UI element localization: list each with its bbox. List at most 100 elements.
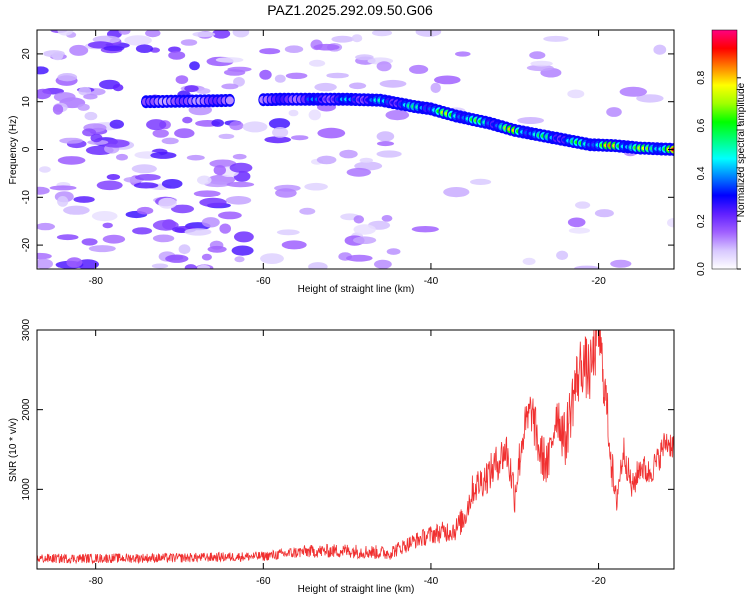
heatmap-noise-blob (88, 245, 116, 253)
heatmap-noise-blob (326, 72, 349, 79)
heatmap-noise-blob (135, 44, 154, 53)
heatmap-noise-blob (218, 211, 242, 220)
heatmap-noise-blob (151, 263, 169, 269)
heatmap-noise-blob (152, 234, 175, 243)
heatmap-noise-blob (276, 229, 300, 236)
snr-panel: -80 -60 -40 -20 1000 2000 3000 Height of stra… (8, 318, 675, 595)
colorbar-tick-label: 0.4 (696, 166, 707, 180)
heatmap-noise-blob (232, 153, 247, 160)
heatmap-noise-blob (304, 182, 328, 191)
heatmap-noise-blob (259, 69, 272, 80)
colorbar-gradient (711, 29, 738, 270)
x-tick-label: -80 (88, 576, 103, 587)
heatmap-noise-blob (91, 211, 118, 222)
heatmap-noise-blob (526, 64, 554, 72)
heatmap-noise-blob (43, 50, 65, 58)
heatmap-noise-blob (102, 234, 126, 244)
snr-frame (36, 329, 675, 570)
heatmap-noise-blob (567, 217, 586, 228)
heatmap-noise-blob (199, 197, 227, 207)
y-tick-label: 20 (21, 48, 32, 60)
heatmap-noise-blob (133, 182, 159, 189)
heatmap-noise-blob (308, 262, 328, 269)
heatmap-noise-blob (165, 254, 189, 263)
heatmap-noise-blob (184, 85, 199, 93)
heatmap-noise-blob (37, 88, 52, 100)
heatmap-noise-blob (192, 31, 216, 38)
y-tick-label: -20 (21, 237, 32, 252)
heatmap-noise-blob (218, 133, 235, 139)
heatmap-noise-blob (82, 128, 97, 137)
spectrogram-y-ticks: -20 -10 0 10 20 (21, 48, 674, 252)
heatmap-noise-blob (371, 30, 393, 37)
heatmap-noise-blob (386, 248, 401, 255)
heatmap-noise-blob (313, 43, 340, 51)
heatmap-noise-blob (288, 109, 299, 117)
heatmap-noise-blob (52, 104, 64, 115)
heatmap-noise-blob (353, 236, 377, 244)
x-tick-label: -80 (88, 276, 103, 287)
heatmap-noise-blob (57, 156, 86, 165)
colorbar-label: Normalized spectral amplitude (736, 82, 747, 217)
heatmap-noise-blob (229, 121, 244, 131)
heatmap-noise-blob (131, 164, 157, 174)
heatmap-noise-blob (299, 207, 316, 215)
heatmap-noise-blob (233, 77, 245, 87)
y-tick-label: 10 (21, 96, 32, 108)
heatmap-noise-blob (575, 201, 591, 209)
heatmap-noise-blob (150, 151, 177, 159)
heatmap-noise-blob (213, 165, 226, 176)
colorbar-tick-label: 0.8 (696, 70, 707, 84)
x-tick-label: -20 (591, 576, 606, 587)
y-tick-label: -10 (21, 190, 32, 205)
spectrogram-x-ticks: -80 -60 -40 -20 (88, 30, 606, 287)
heatmap-noise-blob (215, 57, 244, 63)
heatmap-noise-blob (49, 185, 77, 191)
y-tick-label: 1000 (21, 478, 32, 501)
heatmap-noise-blob (59, 137, 83, 144)
y-tick-label: 2000 (21, 398, 32, 421)
snr-x-label: Height of straight line (km) (298, 584, 415, 595)
heatmap-noise-blob (53, 92, 76, 102)
heatmap-noise-blob (274, 74, 286, 83)
spectrogram-x-label: Height of straight line (km) (298, 284, 415, 295)
heatmap-noise-blob (37, 222, 55, 231)
x-tick-label: -40 (424, 576, 439, 587)
heatmap-noise-blob (112, 84, 124, 92)
heatmap-noise-blob (37, 186, 50, 195)
heatmap-noise-blob (37, 258, 53, 269)
heatmap-noise-blob (102, 139, 130, 148)
heatmap-noise-blob (317, 127, 346, 139)
heatmap-noise-blob (212, 30, 231, 39)
heatmap-noise-blob (171, 204, 194, 214)
heatmap-noise-blob (221, 83, 239, 90)
heatmap-noise-blob (168, 51, 186, 60)
heatmap-noise-blob (568, 227, 591, 234)
heatmap-noise-blob (204, 181, 231, 188)
heatmap-noise-blob (606, 107, 622, 117)
heatmap-noise-blob (409, 64, 429, 74)
spectrogram-y-label: Frequency (Hz) (8, 116, 19, 185)
heatmap-noise-blob (158, 197, 177, 209)
colorbar-tick-label: 0.2 (696, 214, 707, 228)
heatmap-noise-blob (234, 256, 245, 263)
heatmap-noise-blob (231, 245, 254, 256)
heatmap-noise-blob (161, 137, 179, 145)
x-tick-label: -20 (591, 276, 606, 287)
colorbar-tick-label: 0.0 (696, 262, 707, 276)
heatmap-noise-blob (229, 162, 253, 173)
heatmap-noise-blob (136, 206, 154, 215)
y-tick-label: 3000 (21, 318, 32, 341)
heatmap-noise-blob (346, 254, 373, 262)
heatmap-noise-blob (102, 222, 113, 229)
heatmap-noise-blob (636, 94, 664, 103)
heatmap-noise-blob (81, 238, 98, 246)
x-tick-label: -40 (424, 276, 439, 287)
heatmap-noise-blob (260, 253, 284, 264)
heatmap-noise-blob (355, 54, 374, 61)
track-segment-mid (225, 96, 234, 105)
heatmap-noise-blob (197, 264, 210, 269)
heatmap-noise-blob (103, 45, 125, 52)
heatmap-noise-blob (530, 60, 553, 67)
heatmap-noise-blob (188, 104, 212, 116)
